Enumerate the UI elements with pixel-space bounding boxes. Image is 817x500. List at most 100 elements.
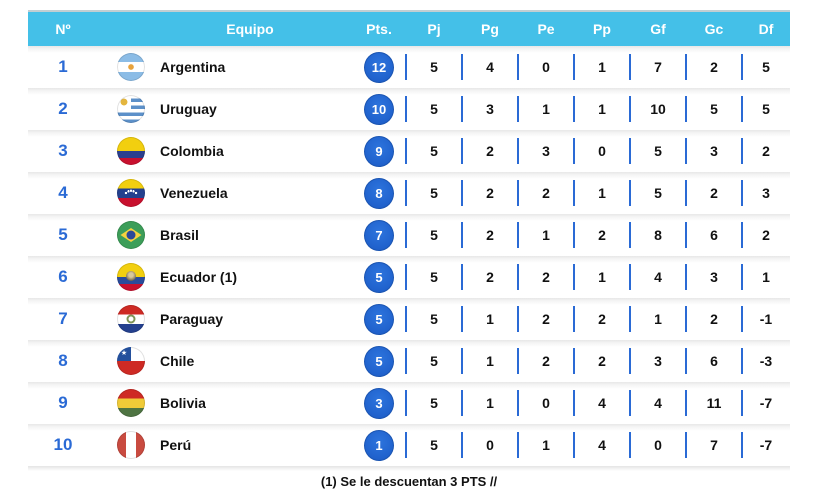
- country-flag-icon: [117, 263, 145, 291]
- team-cell: Brasil: [98, 221, 352, 249]
- stat-lost: 2: [573, 298, 630, 340]
- stat-played: 5: [405, 424, 462, 466]
- stat-lost: 0: [573, 130, 630, 172]
- header-team: Equipo: [226, 21, 274, 37]
- stat-drawn: 1: [517, 88, 574, 130]
- stat-played: 5: [405, 214, 462, 256]
- stats-cells: 5 2 3 0 5 3 2: [405, 130, 790, 172]
- stat-lost: 1: [573, 172, 630, 214]
- stats-cells: 5 3 1 1 10 5 5: [405, 88, 790, 130]
- stat-played: 5: [405, 298, 462, 340]
- stat-goals-against: 2: [685, 46, 742, 88]
- team-cell: Colombia: [98, 137, 352, 165]
- points-badge: 5: [364, 261, 394, 293]
- stat-drawn: 2: [517, 298, 574, 340]
- team-name: Chile: [160, 353, 195, 369]
- stat-lost: 1: [573, 88, 630, 130]
- stat-won: 1: [461, 298, 518, 340]
- team-name: Paraguay: [160, 311, 224, 327]
- stat-goal-diff: 2: [741, 214, 790, 256]
- stat-goals-for: 1: [629, 298, 686, 340]
- stat-won: 2: [461, 130, 518, 172]
- stat-played: 5: [405, 256, 462, 298]
- stat-lost: 2: [573, 340, 630, 382]
- table-row: 2 Uruguay 10 5 3 1 1 10 5 5: [28, 88, 790, 130]
- stat-goals-against: 6: [685, 214, 742, 256]
- points-cell: 5: [352, 303, 406, 335]
- team-name: Uruguay: [160, 101, 217, 117]
- stat-goal-diff: 3: [741, 172, 790, 214]
- stat-goals-for: 8: [629, 214, 686, 256]
- table-body: 1 Argentina 12 5 4 0 1 7 2 5 2 Uruguay 1…: [28, 46, 790, 466]
- points-cell: 10: [352, 93, 406, 125]
- stats-cells: 5 1 2 2 3 6 -3: [405, 340, 790, 382]
- position-number: 3: [58, 141, 68, 160]
- team-name: Ecuador (1): [160, 269, 238, 285]
- points-badge: 1: [364, 429, 394, 461]
- country-flag-icon: [117, 137, 145, 165]
- stat-won: 2: [461, 214, 518, 256]
- header-drawn: Pe: [537, 21, 555, 37]
- stats-cells: 5 0 1 4 0 7 -7: [405, 424, 790, 466]
- stats-cells: 5 1 2 2 1 2 -1: [405, 298, 790, 340]
- stat-won: 4: [461, 46, 518, 88]
- stat-played: 5: [405, 88, 462, 130]
- stat-goals-against: 5: [685, 88, 742, 130]
- country-flag-icon: [117, 179, 145, 207]
- stat-drawn: 1: [517, 424, 574, 466]
- stat-played: 5: [405, 172, 462, 214]
- team-cell: Argentina: [98, 53, 352, 81]
- stat-lost: 1: [573, 46, 630, 88]
- stat-goal-diff: 2: [741, 130, 790, 172]
- points-cell: 5: [352, 261, 406, 293]
- stat-lost: 1: [573, 256, 630, 298]
- stat-goals-for: 4: [629, 256, 686, 298]
- team-cell: Bolivia: [98, 389, 352, 417]
- stat-goals-for: 10: [629, 88, 686, 130]
- points-cell: 7: [352, 219, 406, 251]
- points-cell: 12: [352, 51, 406, 83]
- team-name: Perú: [160, 437, 192, 453]
- stat-won: 3: [461, 88, 518, 130]
- points-badge: 10: [364, 93, 394, 125]
- team-cell: Perú: [98, 431, 352, 459]
- position-number: 4: [58, 183, 68, 202]
- country-flag-icon: [117, 431, 145, 459]
- position-number: 1: [58, 57, 68, 76]
- stat-drawn: 3: [517, 130, 574, 172]
- stat-goals-against: 11: [685, 382, 742, 424]
- position-number: 8: [58, 351, 68, 370]
- country-flag-icon: [117, 305, 145, 333]
- stat-won: 1: [461, 382, 518, 424]
- team-name: Venezuela: [160, 185, 228, 201]
- country-flag-icon: [117, 347, 145, 375]
- stat-goals-for: 4: [629, 382, 686, 424]
- country-flag-icon: [117, 95, 145, 123]
- stat-drawn: 2: [517, 340, 574, 382]
- points-cell: 3: [352, 387, 406, 419]
- table-row: 7 Paraguay 5 5 1 2 2 1 2 -1: [28, 298, 790, 340]
- table-row: 9 Bolivia 3 5 1 0 4 4 11 -7: [28, 382, 790, 424]
- stat-lost: 2: [573, 214, 630, 256]
- stat-goals-for: 0: [629, 424, 686, 466]
- stat-lost: 4: [573, 424, 630, 466]
- stat-goal-diff: 5: [741, 46, 790, 88]
- stat-lost: 4: [573, 382, 630, 424]
- table-row: 5 Brasil 7 5 2 1 2 8 6 2: [28, 214, 790, 256]
- points-cell: 8: [352, 177, 406, 209]
- team-cell: Ecuador (1): [98, 263, 352, 291]
- team-name: Colombia: [160, 143, 224, 159]
- team-name: Bolivia: [160, 395, 206, 411]
- stat-goals-against: 7: [685, 424, 742, 466]
- stat-drawn: 1: [517, 214, 574, 256]
- stat-goal-diff: -7: [741, 424, 790, 466]
- position-number: 2: [58, 99, 68, 118]
- stat-goal-diff: 5: [741, 88, 790, 130]
- points-badge: 12: [364, 51, 394, 83]
- points-badge: 8: [364, 177, 394, 209]
- stat-drawn: 2: [517, 256, 574, 298]
- stat-won: 0: [461, 424, 518, 466]
- points-badge: 5: [364, 345, 394, 377]
- stat-played: 5: [405, 382, 462, 424]
- stat-played: 5: [405, 130, 462, 172]
